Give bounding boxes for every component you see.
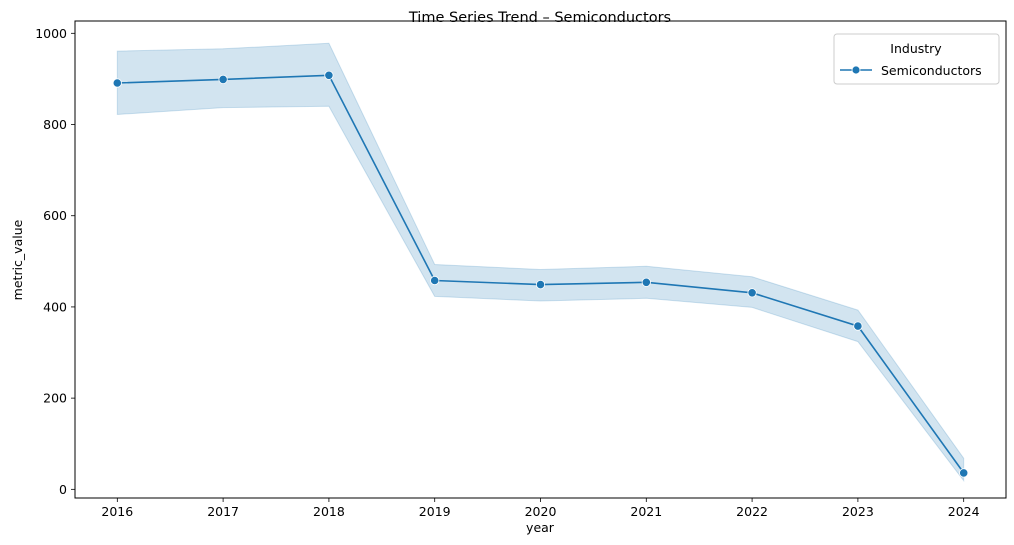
data-point <box>325 71 333 79</box>
x-tick-label: 2023 <box>842 504 874 519</box>
x-tick-label: 2018 <box>313 504 345 519</box>
x-tick-label: 2020 <box>525 504 557 519</box>
legend-series-marker <box>852 66 860 74</box>
x-tick-label: 2016 <box>101 504 133 519</box>
plot-area <box>113 43 968 480</box>
y-tick-label: 600 <box>43 208 67 223</box>
confidence-band <box>117 43 963 480</box>
y-tick-label: 1000 <box>35 26 67 41</box>
legend-title: Industry <box>890 41 942 56</box>
legend-series-label: Semiconductors <box>881 63 982 78</box>
data-point <box>748 289 756 297</box>
data-point <box>113 79 121 87</box>
data-point <box>854 322 862 330</box>
chart-title: Time Series Trend – Semiconductors <box>408 10 671 26</box>
legend: Industry Semiconductors <box>834 34 999 84</box>
y-tick-label: 0 <box>59 482 67 497</box>
x-tick-label: 2019 <box>419 504 451 519</box>
x-tick-label: 2021 <box>630 504 662 519</box>
data-point <box>642 278 650 286</box>
data-point <box>536 280 544 288</box>
y-axis-label: metric_value <box>10 219 25 300</box>
x-tick-label: 2024 <box>948 504 980 519</box>
y-axis: 0 200 400 600 800 1000 <box>35 26 75 497</box>
y-tick-label: 200 <box>43 391 67 406</box>
data-point <box>431 276 439 284</box>
y-tick-label: 400 <box>43 299 67 314</box>
data-point <box>960 469 968 477</box>
x-tick-label: 2022 <box>736 504 768 519</box>
x-axis: 2016 2017 2018 2019 2020 2021 2022 2023 2024 <box>101 498 979 519</box>
data-point <box>219 75 227 83</box>
y-tick-label: 800 <box>43 117 67 132</box>
x-axis-label: year <box>526 520 555 535</box>
x-tick-label: 2017 <box>207 504 239 519</box>
